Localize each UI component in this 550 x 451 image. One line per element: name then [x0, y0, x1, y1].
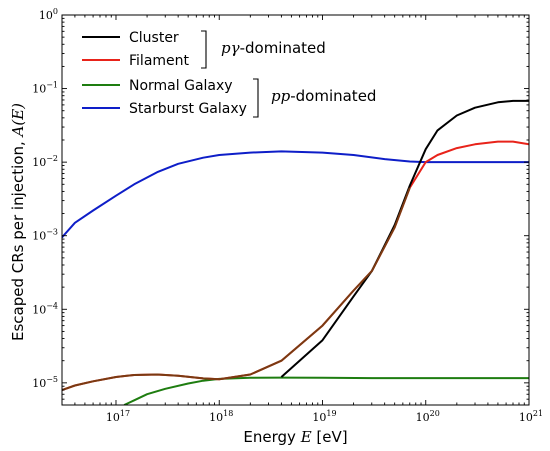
x-tick-label: 1018 [209, 409, 233, 424]
y-tick-label: 10−3 [32, 228, 58, 243]
y-tick-label: 10−1 [32, 81, 58, 96]
legend: Cluster Filament Normal Galaxy Starburst Ga… [82, 30, 376, 118]
x-tick-label: 1020 [416, 409, 440, 424]
series-line-filament [62, 140, 529, 391]
legend-group-bracket [201, 30, 207, 69]
y-tick-label: 10−5 [32, 375, 58, 390]
y-tick-label: 10−2 [32, 154, 58, 169]
x-tick-label: 1019 [312, 409, 336, 424]
series-line-normal-galaxy [123, 376, 529, 405]
axis-labels: Energy E [eV] Escaped CRs per injection, … [9, 103, 348, 446]
x-tick-label: 1017 [106, 409, 130, 424]
x-tick-label: 1021 [519, 409, 543, 424]
y-tick-label: 100 [39, 7, 58, 22]
series-layer [62, 99, 529, 405]
legend-label: Starburst Galaxy [129, 101, 247, 117]
series-line-starburst-galaxy [62, 150, 529, 239]
legend-group-bracket [253, 78, 259, 118]
y-axis-label: Escaped CRs per injection, A(E) [9, 103, 27, 341]
legend-label: Filament [129, 53, 190, 69]
plot-frame [61, 14, 530, 406]
legend-group-label: pp-dominated [271, 87, 376, 105]
y-tick-label: 10−4 [32, 301, 58, 316]
axes-layer: 1017 1018 1019 1020 1021 10−5 10−4 10−3 10−2 10−1… [32, 7, 543, 424]
legend-label: Normal Galaxy [129, 78, 233, 94]
legend-label: Cluster [129, 30, 179, 46]
legend-group-label: pγ-dominated [221, 39, 326, 57]
series-line-overlap [62, 187, 411, 391]
series-line-cluster [280, 99, 529, 378]
x-axis-label: Energy E [eV] [243, 428, 347, 446]
